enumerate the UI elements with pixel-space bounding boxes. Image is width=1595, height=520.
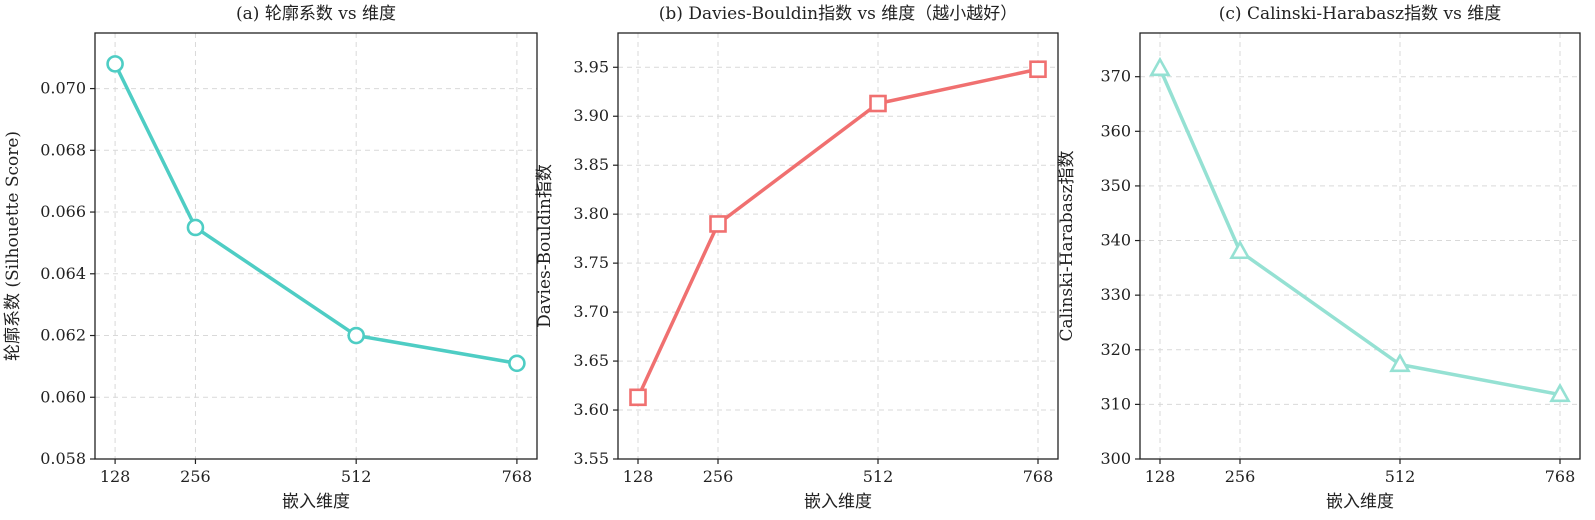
x-axis-label: 嵌入维度 (1326, 492, 1394, 512)
chart-title: (c) Calinski-Harabasz指数 vs 维度 (1219, 4, 1501, 24)
chart-panel-calinski-harabasz: 300 310 320 330 340 350 360 370 128 256 512 768 (c) … (1057, 4, 1581, 512)
y-tick-label: 0.066 (40, 202, 86, 221)
y-tick-label: 360 (1100, 121, 1131, 140)
series-line (636, 67, 1040, 400)
y-axis-label: Calinski-Harabasz指数 (1057, 150, 1077, 341)
plot-frame (94, 32, 538, 460)
plot-frame (617, 32, 1059, 460)
y-axis-label: Davies-Bouldin指数 (535, 164, 555, 328)
data-point (1029, 60, 1047, 79)
data-point (869, 94, 887, 113)
y-tick-label: 0.058 (40, 449, 86, 468)
y-tick-label: 350 (1100, 176, 1131, 195)
series-line (1158, 66, 1562, 397)
data-point (1389, 352, 1411, 373)
x-tick-label: 768 (502, 467, 533, 486)
x-axis-label: 嵌入维度 (804, 492, 872, 512)
x-tick-label: 256 (703, 467, 734, 486)
data-point (106, 55, 124, 73)
y-axis-label: 轮廓系数 (Silhouette Score) (3, 131, 23, 361)
data-point (1149, 56, 1171, 77)
x-tick-label: 768 (1545, 467, 1576, 486)
series-line (113, 62, 519, 366)
data-point (1549, 382, 1571, 403)
y-tick-label: 0.062 (40, 326, 86, 345)
y-tick-label: 3.85 (573, 155, 609, 174)
chart-title: (a) 轮廓系数 vs 维度 (236, 4, 396, 24)
y-tick-label: 0.064 (40, 264, 86, 283)
y-tick-label: 3.55 (573, 449, 609, 468)
x-tick-label: 768 (1023, 467, 1054, 486)
chart-panel-davies-bouldin: 3.55 3.60 3.65 3.70 3.75 3.80 3.85 3.90 3.95 128 2… (535, 4, 1059, 512)
y-tick-label: 0.068 (40, 140, 86, 159)
y-tick-label: 3.70 (573, 302, 609, 321)
y-tick-label: 3.75 (573, 253, 609, 272)
chart-title: (b) Davies-Bouldin指数 vs 维度（越小越好） (659, 4, 1017, 24)
data-point (709, 215, 727, 233)
x-tick-label: 512 (341, 467, 372, 486)
x-tick-label: 256 (180, 467, 211, 486)
x-tick-label: 128 (623, 467, 654, 486)
y-tick-label: 3.80 (573, 204, 609, 223)
x-tick-label: 512 (863, 467, 894, 486)
y-tick-label: 0.060 (40, 387, 86, 406)
y-tick-label: 370 (1100, 67, 1131, 86)
data-point (629, 388, 647, 407)
y-tick-label: 3.65 (573, 351, 609, 370)
y-tick-label: 3.95 (573, 57, 609, 76)
y-tick-label: 3.60 (573, 400, 609, 419)
x-axis-label: 嵌入维度 (282, 492, 350, 512)
y-tick-label: 340 (1100, 231, 1131, 250)
data-point (186, 218, 205, 237)
y-tick-label: 330 (1100, 285, 1131, 304)
y-tick-label: 0.070 (40, 79, 86, 98)
x-tick-label: 512 (1385, 467, 1416, 486)
x-tick-label: 128 (1145, 467, 1176, 486)
data-point (508, 354, 526, 373)
data-point (1229, 239, 1251, 260)
x-tick-label: 256 (1225, 467, 1256, 486)
y-tick-label: 3.90 (573, 106, 609, 125)
x-tick-label: 128 (100, 467, 131, 486)
y-tick-label: 310 (1100, 394, 1131, 413)
plot-frame (1139, 32, 1581, 460)
chart-panel-silhouette: 0.058 0.060 0.062 0.064 0.066 0.068 0.070 128 25… (3, 4, 538, 512)
data-point (347, 326, 365, 345)
y-tick-label: 320 (1100, 340, 1131, 359)
y-tick-label: 300 (1100, 449, 1131, 468)
